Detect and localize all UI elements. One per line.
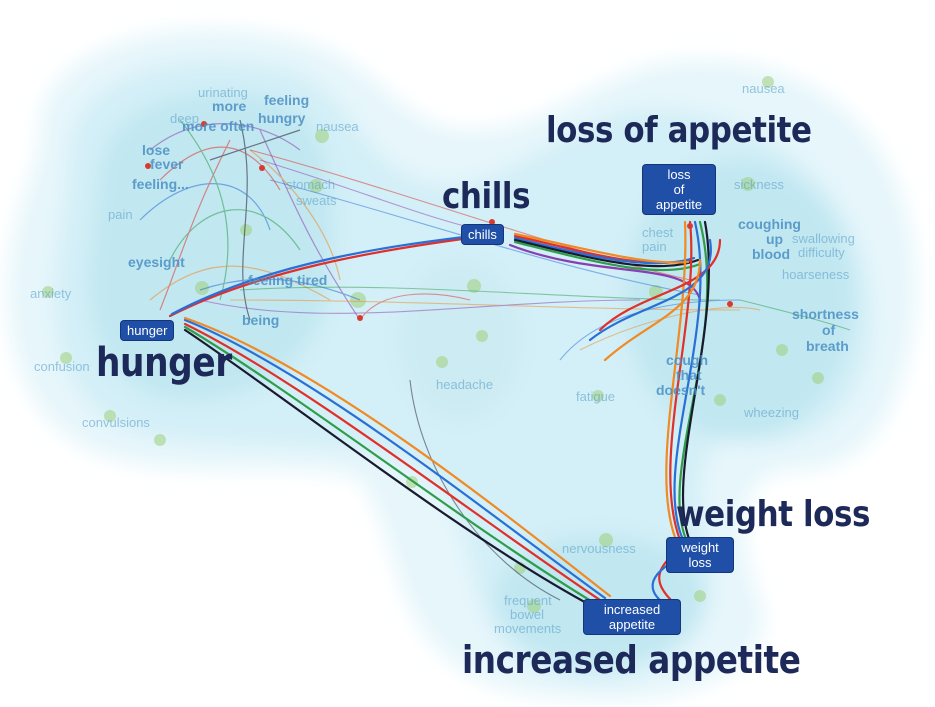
node-label-line: appetite [655, 197, 703, 212]
node-weight-loss[interactable]: weight loss [667, 538, 733, 572]
term-label: coughing [738, 216, 801, 232]
term-label: sweats [296, 193, 337, 208]
term-label: chest [642, 225, 674, 240]
term-label: feeling [264, 92, 310, 108]
term-label: bowel [510, 607, 544, 622]
highlight-bundles [168, 220, 722, 612]
term-label: being [242, 312, 280, 328]
term-label: swallowing [792, 231, 855, 246]
background-nodes [42, 76, 824, 613]
node-label-line: loss [688, 555, 712, 570]
term-label: deep [170, 111, 199, 126]
term-label: that [676, 367, 702, 383]
callout-weight-loss: weight loss [676, 494, 871, 535]
node-label-line: of [673, 182, 685, 197]
node-label-line: increased [603, 602, 661, 617]
callout-loss-of-appetite: loss of appetite [546, 110, 812, 151]
node-increased-appetite[interactable]: increased appetite [584, 600, 680, 634]
callout-hunger: hunger [96, 340, 232, 386]
term-label: breath [806, 338, 849, 354]
node-chills[interactable]: chills [462, 225, 503, 244]
node-label-line: loss [667, 167, 691, 182]
term-label: anxiety [30, 286, 72, 301]
term-label: pain [108, 207, 133, 222]
term-label: up [766, 231, 784, 247]
term-label: shortness [792, 306, 859, 322]
term-label: feeling tired [248, 272, 328, 288]
term-label: more often [182, 118, 255, 134]
cluster-halo-center [400, 260, 520, 420]
term-label: more [212, 98, 247, 114]
node-label-line: appetite [608, 617, 656, 632]
term-label: pain [642, 239, 667, 254]
term-label: hoarseness [782, 267, 850, 282]
term-label: fatigue [576, 389, 616, 404]
term-label: movements [494, 621, 562, 636]
term-label: nausea [316, 119, 359, 134]
term-label: blood [752, 246, 791, 262]
callout-chills: chills [442, 176, 531, 217]
term-label: convulsions [82, 415, 150, 430]
term-label: fever [150, 156, 184, 172]
term-label: of [822, 322, 836, 338]
term-label: cough [666, 352, 708, 368]
term-label: frequent [504, 593, 552, 608]
term-label: difficulty [798, 245, 845, 260]
term-label: confusion [34, 359, 90, 374]
term-label: urinating [198, 85, 248, 100]
callout-increased-appetite: increased appetite [462, 638, 801, 682]
term-label: stomach [286, 177, 336, 192]
node-hunger[interactable]: hunger [121, 321, 174, 340]
term-label: eyesight [128, 254, 185, 270]
term-label: headache [436, 377, 494, 392]
term-label: doesn't [656, 382, 706, 398]
term-label: lose [142, 142, 171, 158]
node-label-line: weight [681, 540, 719, 555]
term-label: hungry [258, 110, 306, 126]
term-label: feeling... [132, 176, 189, 192]
term-label: sickness [734, 177, 784, 192]
node-loss-of-appetite[interactable]: loss of appetite [643, 165, 715, 214]
term-label: nervousness [562, 541, 636, 556]
term-label: nausea [742, 81, 785, 96]
term-label: wheezing [744, 405, 799, 420]
